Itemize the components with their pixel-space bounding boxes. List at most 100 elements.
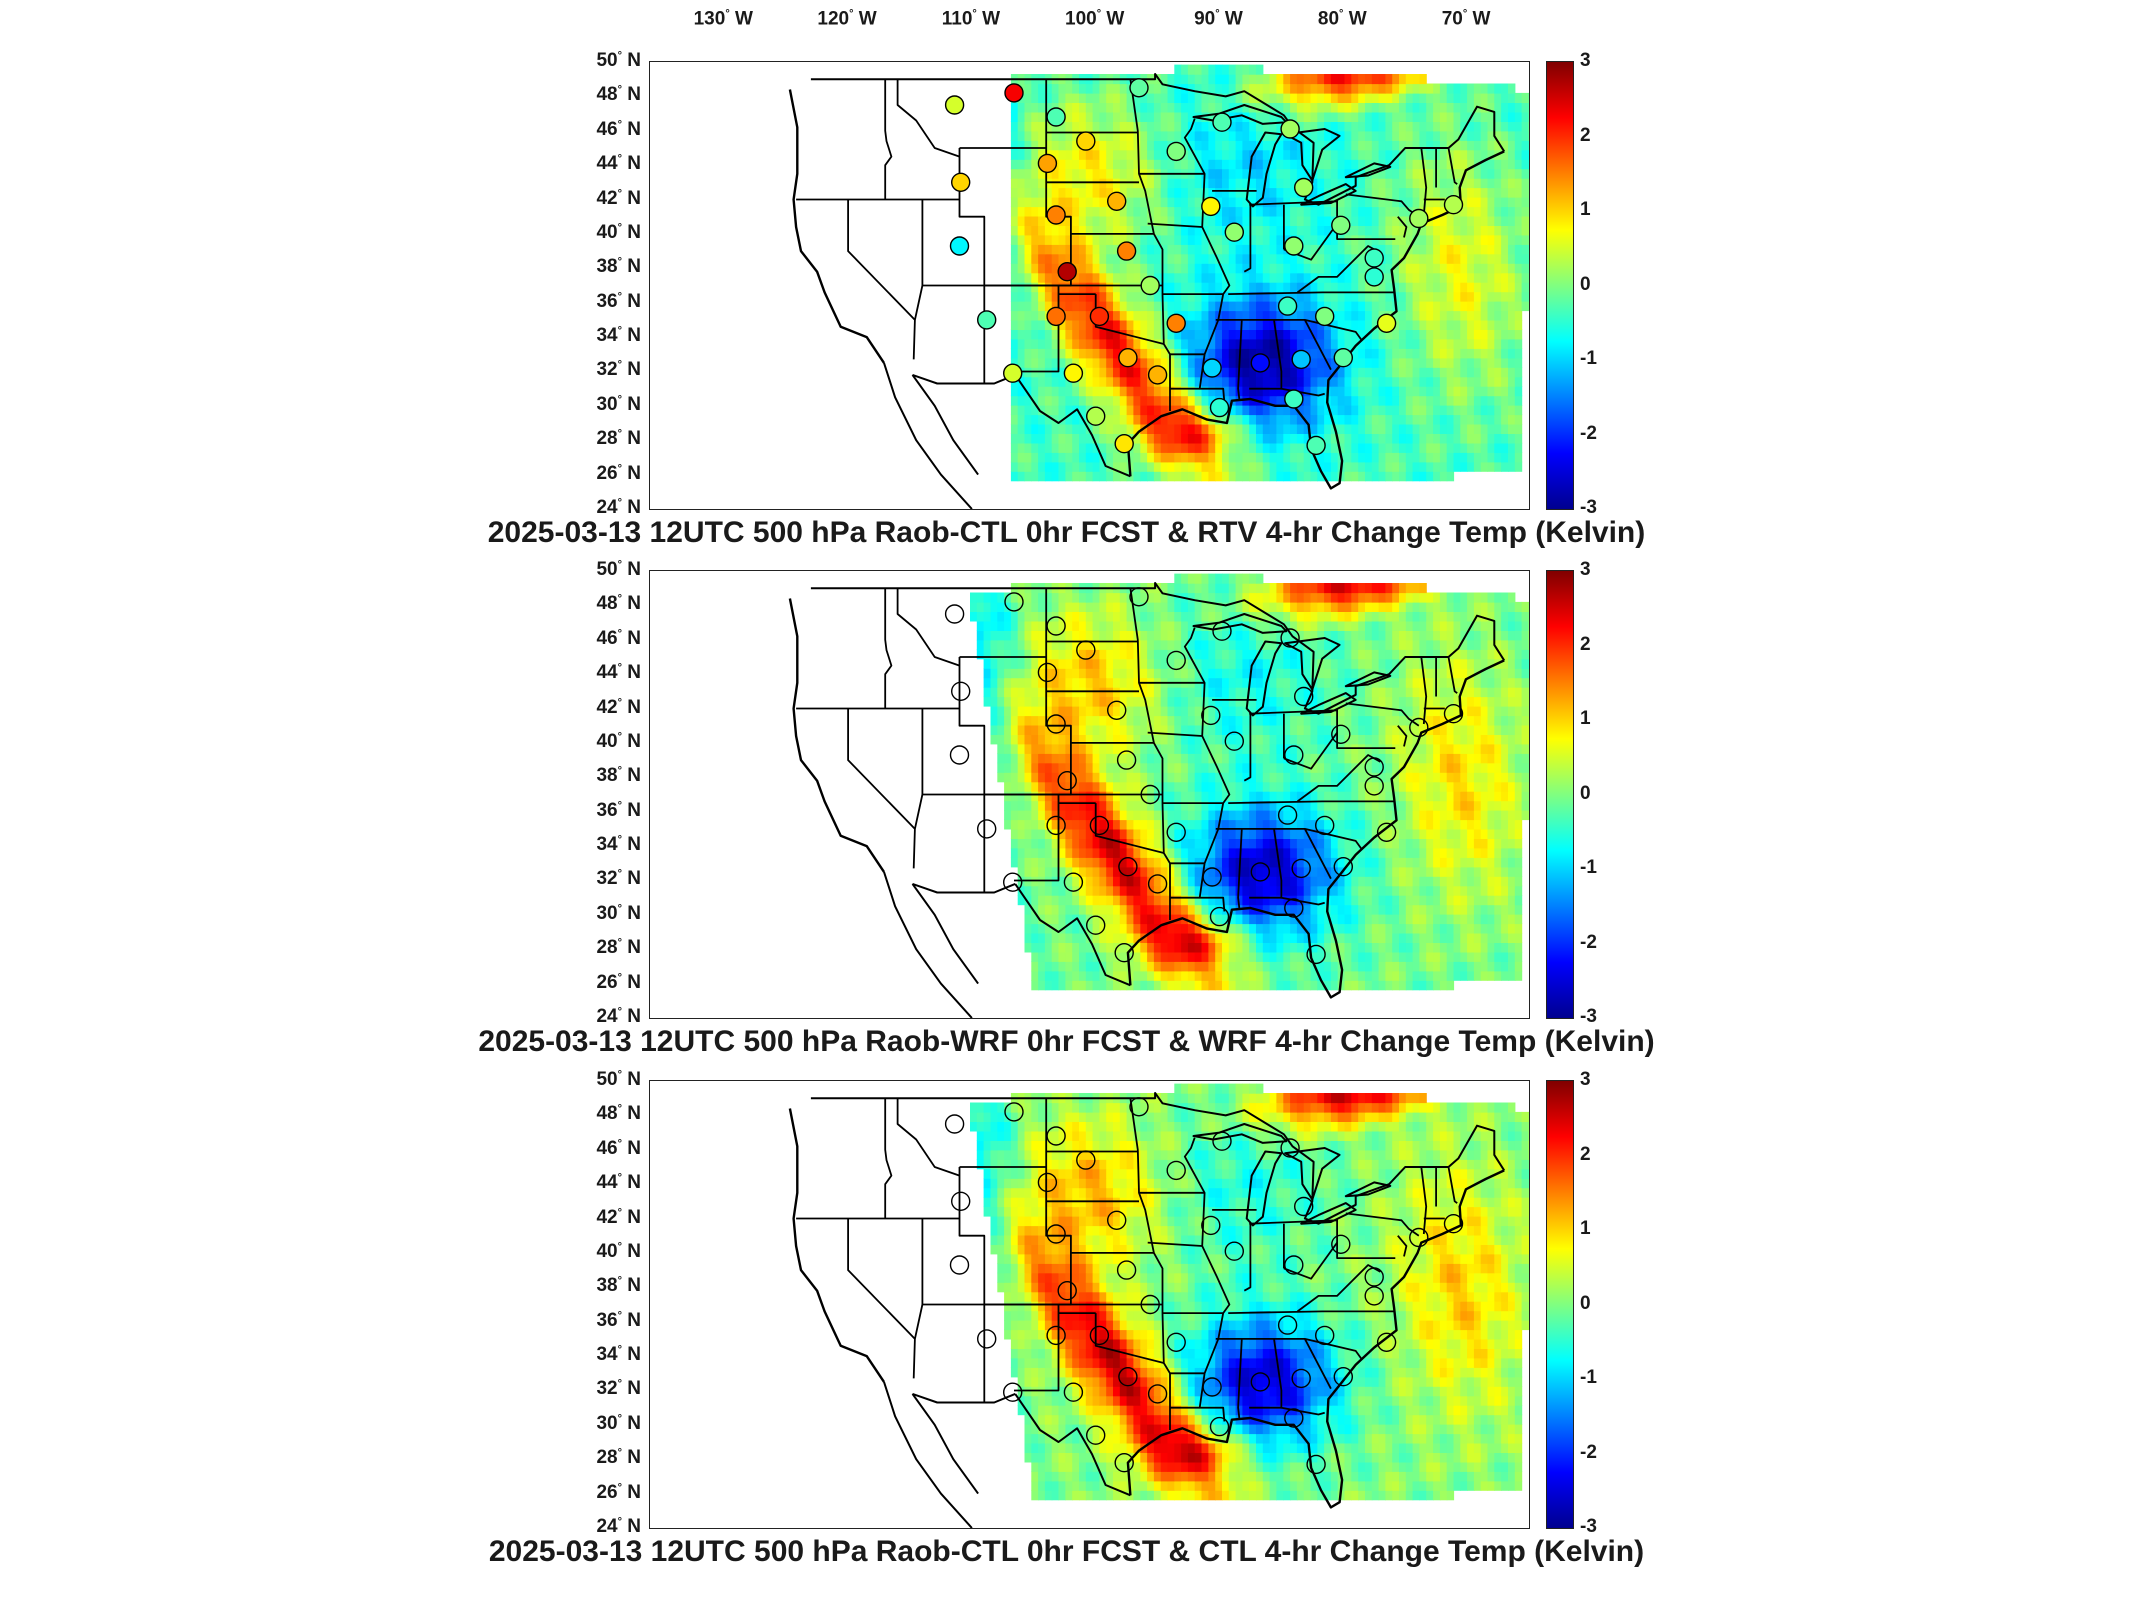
longitude-tick-label: 120° W	[817, 8, 877, 30]
state-boundary	[1147, 222, 1203, 228]
state-boundary	[847, 708, 916, 830]
raob-station-marker	[1201, 1215, 1221, 1236]
raob-station-marker	[1376, 313, 1397, 333]
colorbar-tick-label: -1	[1580, 348, 1597, 369]
raob-station-marker	[1224, 222, 1244, 242]
border-canada	[810, 582, 1506, 715]
great-lake-outline	[1300, 692, 1357, 715]
latitude-tick-label: 50° N	[596, 1068, 641, 1091]
state-boundary	[958, 1167, 986, 1403]
border-rio-grande	[1014, 1393, 1131, 1497]
latitude-tick-label: 28° N	[596, 937, 641, 959]
latitude-tick-label: 44° N	[596, 152, 641, 175]
state-boundary	[1129, 588, 1171, 920]
state-boundary	[884, 79, 893, 200]
latitude-tick-label: 38° N	[596, 1275, 641, 1297]
latitude-tick-label: 42° N	[596, 696, 641, 718]
coastline-gulf-of-california	[911, 374, 979, 476]
colorbar-tick-label: 3	[1580, 1069, 1591, 1090]
raob-station-marker	[1212, 621, 1232, 641]
state-boundary	[1237, 828, 1243, 909]
coastline-gulf-of-california	[911, 1393, 979, 1495]
latitude-tick-label: 26° N	[596, 462, 641, 484]
raob-station-marker	[1114, 1453, 1134, 1473]
coastline-baja	[883, 871, 973, 1018]
raob-station-marker	[951, 681, 971, 702]
state-boundary	[1249, 319, 1283, 390]
latitude-tick-label: 26° N	[596, 971, 641, 993]
raob-station-marker	[1089, 1325, 1110, 1346]
state-boundary	[1237, 1338, 1243, 1419]
raob-station-marker	[1306, 435, 1326, 456]
great-lake-outline	[1284, 1147, 1341, 1201]
raob-station-marker	[1291, 1368, 1311, 1389]
raob-station-marker	[1057, 770, 1077, 791]
raob-station-marker	[1076, 640, 1096, 660]
state-boundary	[1420, 656, 1428, 725]
coastline-gulf-of-california	[911, 883, 979, 985]
raob-station-marker	[1046, 616, 1066, 636]
raob-station-marker	[977, 819, 997, 839]
raob-station-marker	[1202, 1377, 1222, 1397]
state-boundary	[884, 1098, 893, 1219]
raob-station-marker	[1037, 153, 1058, 174]
latitude-tick-label: 24° N	[596, 1005, 641, 1028]
colorbar-tick-label: 0	[1580, 782, 1591, 804]
raob-station-marker	[1004, 1102, 1024, 1122]
state-boundary	[1447, 656, 1458, 694]
raob-station-marker	[1364, 248, 1384, 268]
state-boundary	[847, 199, 916, 321]
raob-station-marker	[1046, 815, 1066, 836]
raob-station-marker	[1280, 628, 1300, 648]
state-boundary	[1243, 204, 1252, 273]
raob-station-marker	[1147, 365, 1168, 385]
raob-station-marker	[1277, 296, 1298, 316]
colorbar-tick-label: 2	[1580, 633, 1591, 655]
raob-station-marker	[1201, 196, 1221, 217]
latitude-tick-label: 36° N	[596, 290, 641, 312]
colorbar-tick-label: -2	[1580, 1441, 1597, 1463]
raob-station-marker	[1284, 745, 1304, 765]
latitude-tick-label: 36° N	[596, 799, 641, 821]
raob-station-marker	[949, 236, 970, 256]
coastline-baja	[883, 1381, 973, 1528]
raob-station-marker	[1277, 805, 1298, 825]
latitude-tick-label: 40° N	[596, 1240, 641, 1263]
raob-station-marker	[1046, 1126, 1066, 1146]
longitude-tick-label: 90° W	[1194, 8, 1243, 30]
raob-station-marker	[1212, 112, 1232, 132]
great-lake-outline	[1300, 1202, 1357, 1225]
raob-station-marker	[1209, 1416, 1230, 1437]
raob-station-marker	[1063, 363, 1084, 383]
latitude-tick-label: 34° N	[596, 833, 641, 856]
raob-station-marker	[1003, 1382, 1023, 1402]
raob-station-marker	[1003, 872, 1023, 892]
raob-station-marker	[1443, 194, 1464, 215]
state-boundary	[1014, 794, 1060, 882]
state-boundary	[1336, 708, 1396, 749]
great-lake-outline	[1344, 162, 1392, 179]
latitude-tick-label: 42° N	[596, 1206, 641, 1228]
raob-station-marker	[1107, 700, 1127, 721]
state-boundary	[1345, 702, 1420, 727]
state-boundary	[1296, 1264, 1381, 1313]
longitude-tick-label: 70° W	[1441, 8, 1491, 30]
latitude-tick-label: 40° N	[596, 730, 641, 753]
raob-station-marker	[1364, 776, 1384, 796]
state-boundary	[1228, 1310, 1395, 1314]
state-boundary	[1249, 828, 1283, 899]
raob-station-marker	[1147, 874, 1168, 894]
latitude-tick-label: 24° N	[596, 1515, 641, 1538]
colorbar-tick-label: 3	[1580, 559, 1591, 580]
state-boundary	[912, 1218, 924, 1379]
great-lake-outline	[1344, 1181, 1392, 1198]
state-boundary	[1336, 199, 1396, 240]
raob-station-marker	[1209, 906, 1230, 927]
coastline-west	[788, 598, 885, 873]
raob-station-marker	[1409, 208, 1429, 229]
raob-station-marker	[1140, 275, 1160, 296]
longitude-tick-label: 110° W	[941, 8, 1001, 30]
state-boundary	[1094, 1313, 1165, 1364]
raob-station-marker	[1212, 1131, 1232, 1151]
latitude-tick-label: 48° N	[596, 1103, 641, 1125]
